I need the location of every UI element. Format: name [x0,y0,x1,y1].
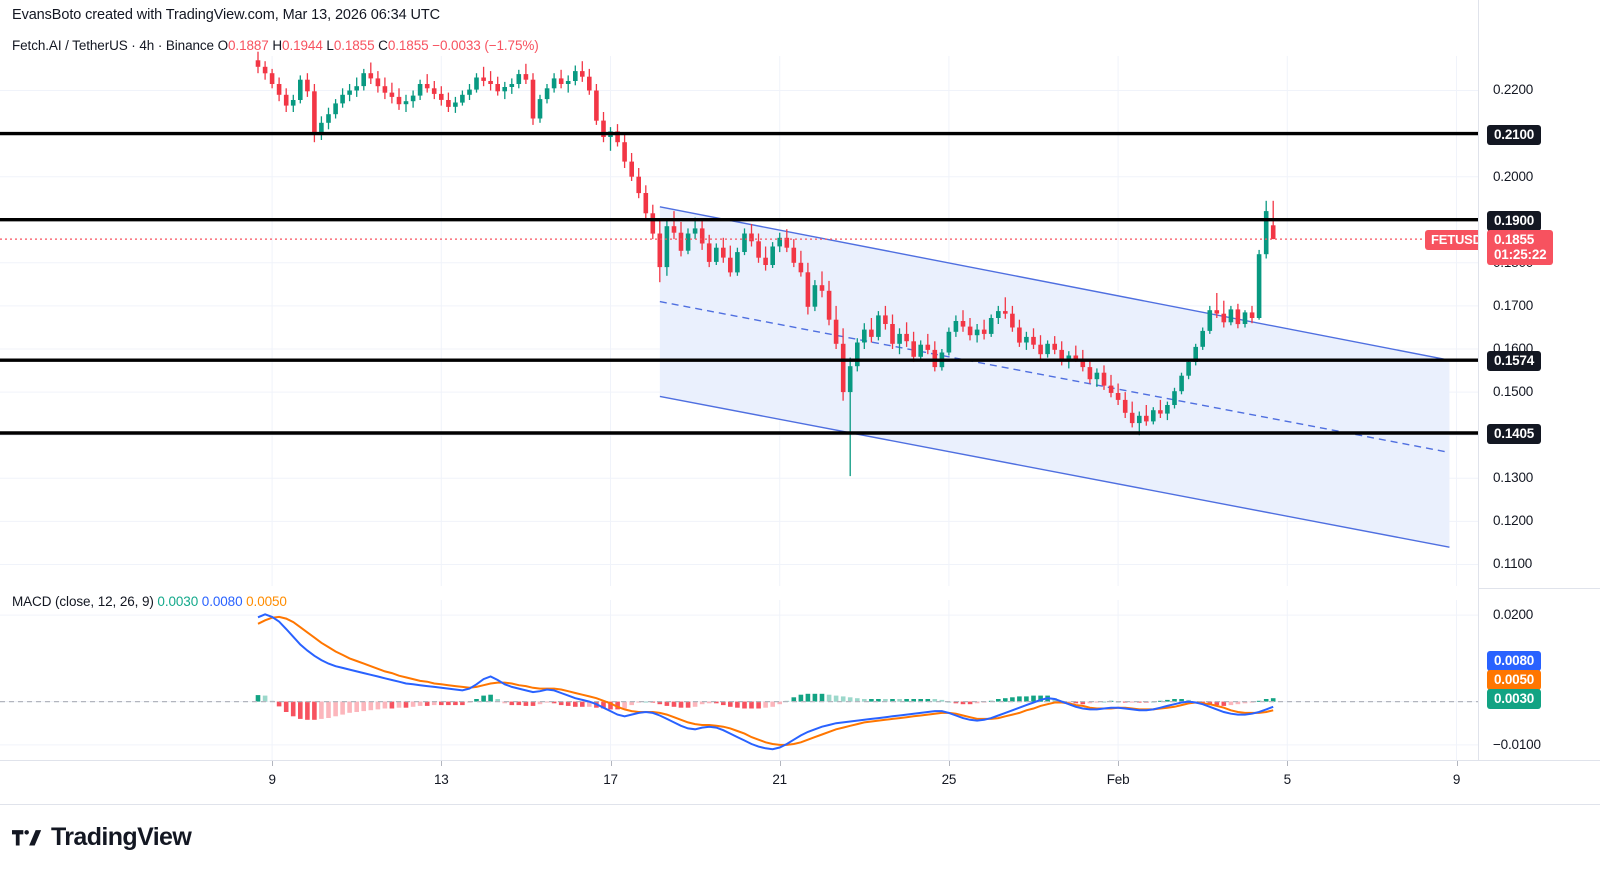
legend-close-value: 0.1855 [387,38,429,53]
price-pane[interactable] [0,51,1478,586]
axis-separator [1479,588,1600,589]
macd-hist-value: 0.0030 [157,594,199,609]
legend-open-key: O [217,38,229,53]
price-tick-0-1200: 0.1200 [1493,513,1534,529]
time-tick-mark [1456,761,1458,766]
price-level-badge-0-1900[interactable]: 0.1900 [1487,210,1542,231]
time-tick-17: 17 [603,772,618,787]
legend-change: −0.0033 (−1.75%) [432,38,539,53]
price-plot [0,51,1478,586]
time-tick-9: 9 [268,772,276,787]
legend-low-key: L [326,38,334,53]
bar-countdown: 01:25:22 [1494,247,1547,263]
price-tick-0-1300: 0.1300 [1493,470,1534,486]
chart-legend: Fetch.AI / TetherUS · 4h · Binance O0.18… [12,38,539,53]
time-tick-mark [441,761,443,766]
price-axis[interactable]: 0.22000.20000.18000.17000.16000.15000.13… [1478,0,1600,800]
legend-symbol[interactable]: Fetch.AI / TetherUS · 4h · Binance [12,38,214,53]
time-tick-mark [610,761,612,766]
time-tick-21: 21 [772,772,787,787]
macd-line-value: 0.0080 [201,594,243,609]
symbol-price-tag[interactable]: FETUSDT [1425,230,1496,251]
time-tick-9: 9 [1452,772,1461,787]
price-tick-0-1500: 0.1500 [1493,384,1534,400]
macd-badge-0-0030[interactable]: 0.0030 [1487,688,1542,709]
tradingview-mark-icon [12,829,42,845]
price-tick-0-1100: 0.1100 [1493,556,1533,572]
time-tick-13: 13 [433,772,449,787]
macd-badge-0-0050[interactable]: 0.0050 [1487,669,1542,690]
legend-high-key: H [272,38,283,53]
attribution-text: EvansBoto created with TradingView.com, … [12,7,440,23]
legend-open-value: 0.1887 [228,38,269,53]
tradingview-logo[interactable]: TradingView [12,823,192,852]
tradingview-wordmark: TradingView [51,823,192,851]
price-level-badge-0-2100[interactable]: 0.2100 [1487,124,1542,145]
price-tick-0-2000: 0.2000 [1493,168,1534,184]
macd-signal-value: 0.0050 [246,594,287,609]
price-level-badge-0-1405[interactable]: 0.1405 [1487,424,1542,445]
footer: TradingView [0,804,1600,876]
macd-badge-0-0080[interactable]: 0.0080 [1487,650,1542,671]
time-tick-Feb: Feb [1106,772,1130,787]
macd-title[interactable]: MACD (close, 12, 26, 9) [12,594,154,609]
macd-plot [0,600,1478,760]
price-tick-0-1700: 0.1700 [1493,297,1534,313]
macd-legend: MACD (close, 12, 26, 9) 0.0030 0.0080 0.… [12,594,287,609]
macd-tick-2: −0.0100 [1493,736,1541,752]
time-tick-mark [1287,761,1289,766]
time-axis[interactable]: 9 13 17 21 25 Feb 5 9 [0,760,1600,804]
time-tick-mark [779,761,781,766]
last-price-badge[interactable]: 0.1855 01:25:22 [1487,230,1554,266]
macd-tick-0: 0.0200 [1493,607,1534,623]
legend-low-value: 0.1855 [333,38,375,53]
time-tick-mark [272,761,274,766]
legend-close-key: C [378,38,388,53]
time-tick-5: 5 [1283,772,1292,787]
time-tick-mark [948,761,950,766]
legend-high-value: 0.1944 [282,38,323,53]
time-tick-mark [1118,761,1120,766]
price-tick-0-2200: 0.2200 [1493,82,1534,98]
last-price-value: 0.1855 [1494,232,1535,248]
time-tick-25: 25 [941,772,957,787]
macd-pane[interactable] [0,600,1478,760]
price-level-badge-0-1574[interactable]: 0.1574 [1487,351,1542,372]
